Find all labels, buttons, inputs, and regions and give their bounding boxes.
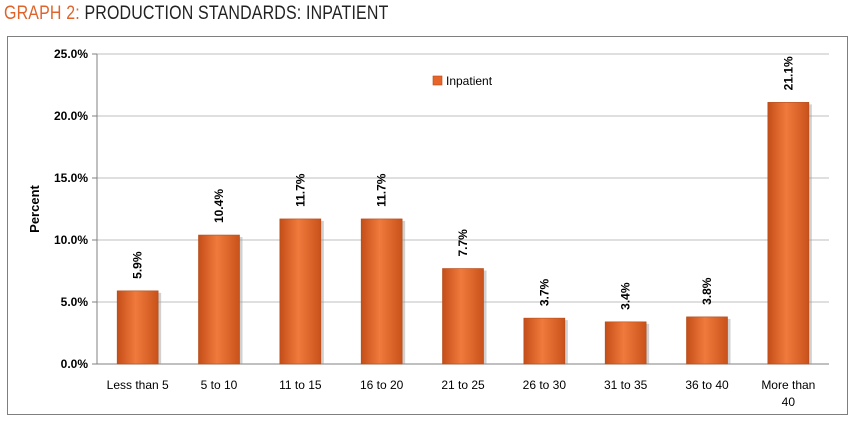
- bar: [767, 102, 810, 365]
- bar: [604, 321, 647, 365]
- data-label: 3.4%: [619, 282, 633, 310]
- bar: [442, 268, 484, 365]
- x-tick-label: Less than 5: [107, 378, 169, 392]
- legend-swatch: [432, 75, 443, 86]
- y-tick-label: 25.0%: [54, 47, 88, 61]
- graph-title: PRODUCTION STANDARDS: INPATIENT: [84, 3, 389, 24]
- x-tick-label: 5 to 10: [201, 378, 238, 392]
- data-label: 3.7%: [537, 278, 551, 306]
- x-tick-label: 21 to 25: [441, 378, 485, 392]
- y-tick-label: 15.0%: [54, 171, 88, 185]
- y-tick-label: 20.0%: [54, 109, 88, 123]
- x-tick-label: 26 to 30: [523, 378, 567, 392]
- bar: [279, 218, 322, 365]
- data-label: 3.8%: [700, 277, 714, 305]
- data-label: 5.9%: [131, 251, 145, 279]
- y-tick-label: 10.0%: [54, 233, 88, 247]
- x-tick-label: More than: [761, 378, 815, 392]
- data-label: 7.7%: [456, 229, 470, 257]
- y-tick-label: 0.0%: [61, 357, 89, 371]
- bar: [116, 290, 159, 365]
- x-tick-label: 11 to 15: [279, 378, 322, 392]
- x-tick-label: 31 to 35: [604, 378, 648, 392]
- x-tick-label: 16 to 20: [360, 378, 404, 392]
- bar: [686, 316, 728, 365]
- x-tick-label: 36 to 40: [685, 378, 729, 392]
- y-axis-title: Percent: [27, 184, 42, 232]
- bar: [360, 218, 403, 365]
- data-label: 11.7%: [375, 173, 389, 207]
- page-title: GRAPH 2: PRODUCTION STANDARDS: INPATIENT: [4, 3, 388, 25]
- bar: [523, 317, 566, 365]
- graph-number: GRAPH 2:: [4, 3, 80, 24]
- legend-label: Inpatient: [446, 74, 493, 88]
- data-label: 10.4%: [212, 189, 226, 223]
- bar: [198, 234, 240, 365]
- x-tick-label: 40: [782, 395, 796, 409]
- y-tick-label: 5.0%: [61, 295, 89, 309]
- data-label: 21.1%: [781, 56, 795, 90]
- data-label: 11.7%: [293, 173, 307, 207]
